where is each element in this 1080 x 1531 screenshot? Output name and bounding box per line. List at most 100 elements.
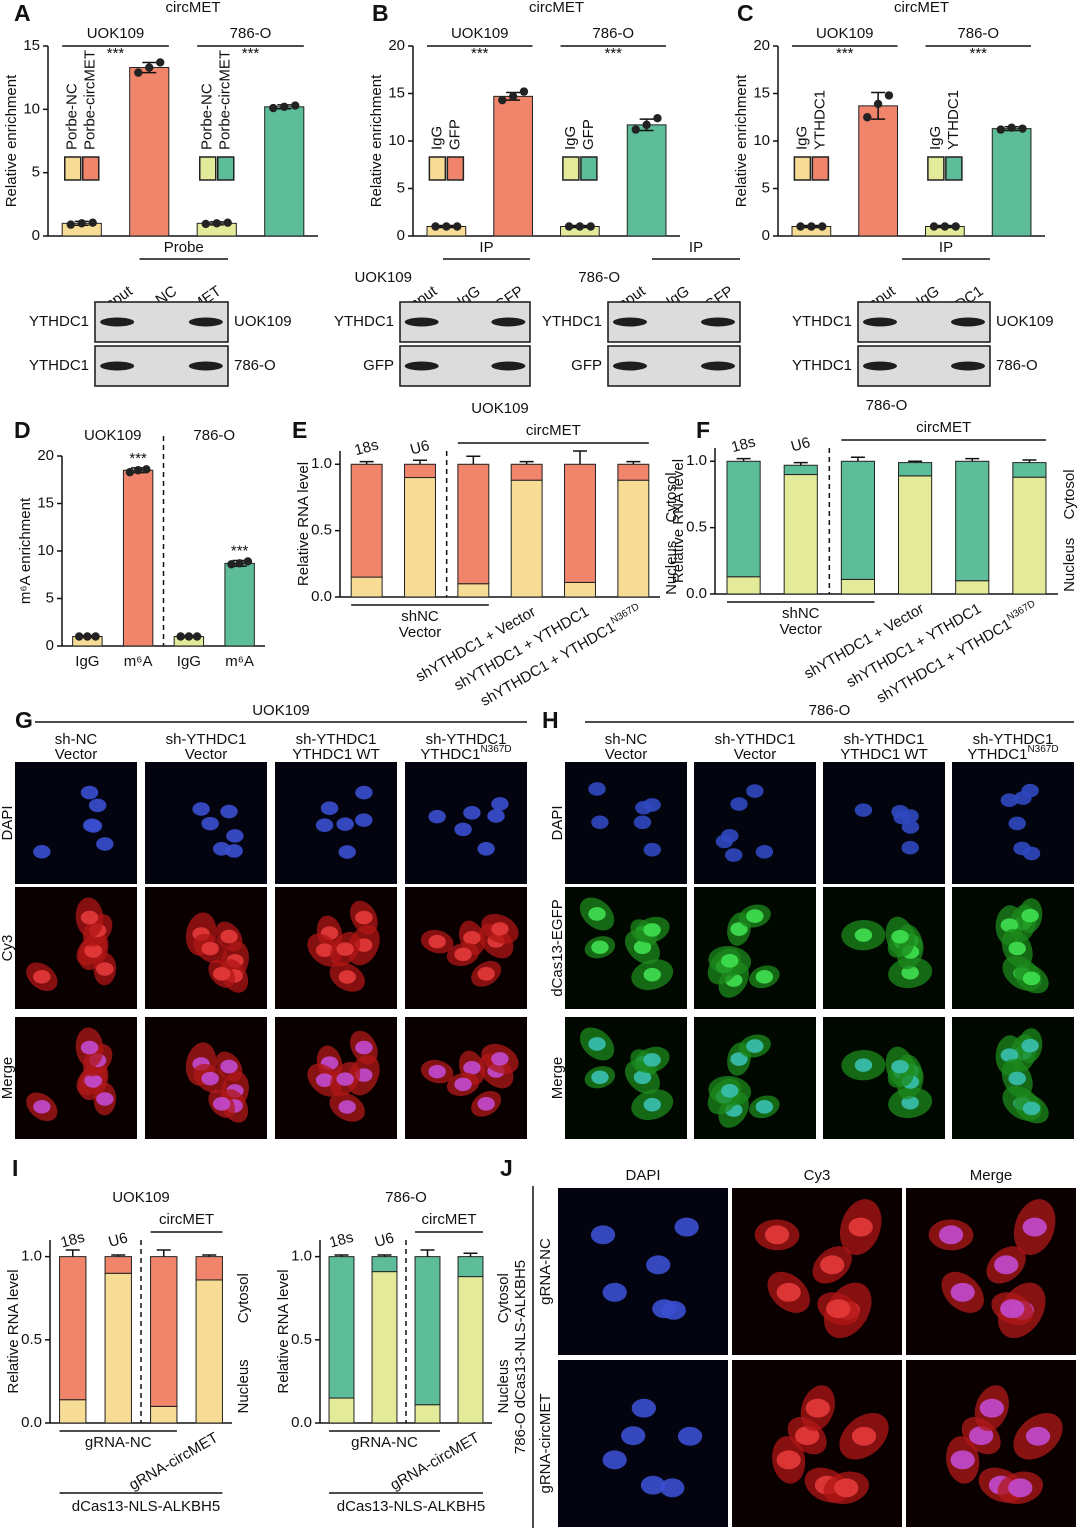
cell-nucleus	[901, 840, 919, 855]
data-point	[77, 219, 86, 228]
y-tick-label: 15	[23, 37, 40, 54]
data-point	[929, 222, 939, 231]
cell-nucleus	[755, 970, 774, 984]
y-tick-label: 5	[46, 589, 54, 606]
bar-segment	[195, 1279, 223, 1424]
micrograph	[15, 887, 137, 1009]
bar-segment	[783, 474, 818, 595]
row-label: DAPI	[0, 805, 16, 840]
blot-band	[100, 361, 135, 371]
blot-band	[613, 317, 647, 327]
x-group-label: shNC	[782, 605, 820, 622]
cell-nucleus	[643, 923, 661, 937]
cell-nucleus	[643, 967, 661, 982]
data-point	[88, 218, 97, 227]
bar-segment	[457, 463, 490, 585]
y-tick-label: 0	[397, 227, 405, 244]
legend-label: IgG	[793, 126, 810, 150]
y-tick-label: 0	[762, 227, 770, 244]
error-bar	[466, 455, 481, 465]
blot-band	[491, 317, 526, 327]
micrograph	[558, 1188, 728, 1355]
column-label-main: YTHDC1	[967, 746, 1027, 763]
error-bar	[359, 460, 374, 465]
y-axis-label: Relative enrichment	[733, 74, 750, 207]
blot-cell-line: 786-O	[996, 357, 1038, 374]
bar-segment	[350, 576, 383, 598]
micrograph	[565, 762, 687, 884]
cell-nucleus	[602, 1282, 627, 1302]
top-label: U6	[408, 437, 431, 458]
blot-cell-line: UOK109	[354, 269, 412, 286]
bar	[129, 67, 170, 237]
cell-nucleus	[776, 1450, 801, 1470]
x-group-label: gRNA-NC	[85, 1434, 152, 1451]
data-point	[1007, 123, 1016, 132]
column-label: sh-YTHDC1	[296, 731, 377, 748]
cell-nucleus	[891, 1059, 909, 1074]
row-label: Cy3	[0, 935, 16, 962]
cell-nucleus	[491, 797, 509, 811]
cell-nucleus	[590, 1225, 616, 1245]
legend-swatch	[580, 156, 598, 181]
top-label: 18s	[353, 436, 381, 459]
group-label: circMET	[526, 422, 581, 439]
bar-segment	[414, 1404, 441, 1424]
data-point	[280, 102, 289, 112]
chart-title: UOK109	[112, 1189, 170, 1206]
error-bar	[626, 460, 641, 465]
blot-band	[701, 317, 735, 327]
cell-nucleus	[336, 942, 354, 956]
y-tick-label: 0.5	[311, 522, 332, 539]
bar-segment	[328, 1256, 355, 1399]
legend-label: GFP	[580, 119, 597, 150]
data-point	[575, 222, 585, 231]
bar-segment	[840, 578, 875, 595]
cell-nucleus	[355, 910, 373, 925]
legend-label: Cytosol	[663, 472, 680, 522]
legend-label: IgG	[428, 126, 445, 150]
cell-nucleus	[477, 967, 495, 981]
data-point	[184, 632, 194, 641]
column-label: YTHDC1 WT	[840, 746, 928, 763]
chart-title: circMET	[894, 0, 949, 16]
data-point	[951, 222, 960, 231]
legend-swatch	[64, 156, 82, 181]
column-label: YTHDC1 WT	[292, 746, 380, 763]
blot-row-label: YTHDC1	[792, 357, 852, 374]
data-point	[201, 219, 210, 229]
data-point	[863, 113, 872, 122]
cell-nucleus	[891, 929, 909, 944]
column-label: sh-YTHDC1	[426, 731, 507, 748]
chart-title: 786-O	[385, 1189, 427, 1206]
legend-label: IgG	[927, 126, 944, 150]
data-point	[212, 219, 221, 228]
data-point	[125, 467, 135, 477]
cell-nucleus	[854, 928, 873, 942]
cell-nucleus	[355, 785, 373, 800]
bar-segment	[955, 580, 990, 595]
bar	[493, 95, 533, 237]
bar	[858, 105, 898, 237]
bar-segment	[150, 1256, 178, 1407]
column-label: Vector	[55, 746, 98, 763]
data-point	[269, 103, 278, 113]
cell-nucleus	[660, 1478, 685, 1498]
blot-band	[404, 361, 439, 371]
cell-nucleus	[338, 970, 356, 984]
cell-nucleus	[820, 1255, 845, 1275]
data-point	[453, 222, 462, 231]
y-tick-label: 0.0	[686, 585, 707, 602]
blot-row-label: YTHDC1	[542, 313, 602, 330]
panel-letter: A	[14, 0, 31, 26]
error-bar	[111, 1254, 126, 1257]
blot-cell-line: 786-O	[234, 357, 276, 374]
panel-letter: D	[14, 417, 31, 443]
data-point	[940, 222, 950, 231]
column-label: Merge	[970, 1167, 1013, 1184]
cell-nucleus	[454, 1077, 472, 1092]
legend-swatch	[82, 156, 100, 181]
cell-nucleus	[220, 804, 238, 819]
cell-nucleus	[88, 798, 107, 813]
cell-nucleus	[848, 1217, 873, 1237]
